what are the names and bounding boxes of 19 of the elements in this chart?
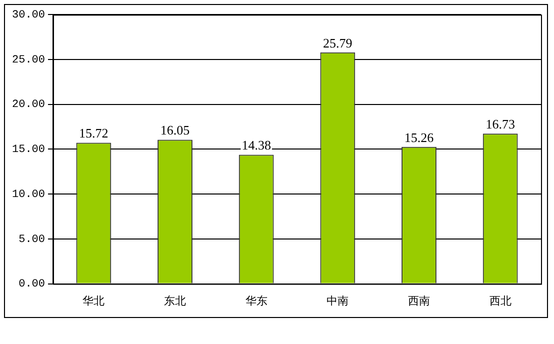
y-tick-label: 10.00 bbox=[12, 188, 46, 201]
x-tick-label: 西北 bbox=[489, 294, 512, 308]
data-label: 15.72 bbox=[79, 126, 108, 141]
y-tick-label: 30.00 bbox=[12, 10, 46, 22]
x-tick-label: 华北 bbox=[82, 294, 105, 308]
y-tick-label: 25.00 bbox=[12, 54, 46, 66]
x-tick-label: 华东 bbox=[245, 294, 268, 308]
data-label: 15.26 bbox=[404, 130, 434, 145]
y-tick-label: 15.00 bbox=[12, 144, 46, 156]
y-tick-label: 20.00 bbox=[12, 99, 46, 112]
data-label: 25.79 bbox=[323, 35, 352, 50]
x-tick-label: 西南 bbox=[408, 294, 430, 308]
y-tick-label: 5.00 bbox=[18, 234, 46, 246]
data-label: 16.05 bbox=[160, 122, 190, 138]
data-label: 16.73 bbox=[486, 116, 515, 132]
x-tick-label: 中南 bbox=[326, 294, 349, 308]
y-tick-label: 0.00 bbox=[18, 278, 46, 291]
x-tick-label: 东北 bbox=[164, 294, 186, 308]
data-label: 14.38 bbox=[242, 138, 271, 153]
